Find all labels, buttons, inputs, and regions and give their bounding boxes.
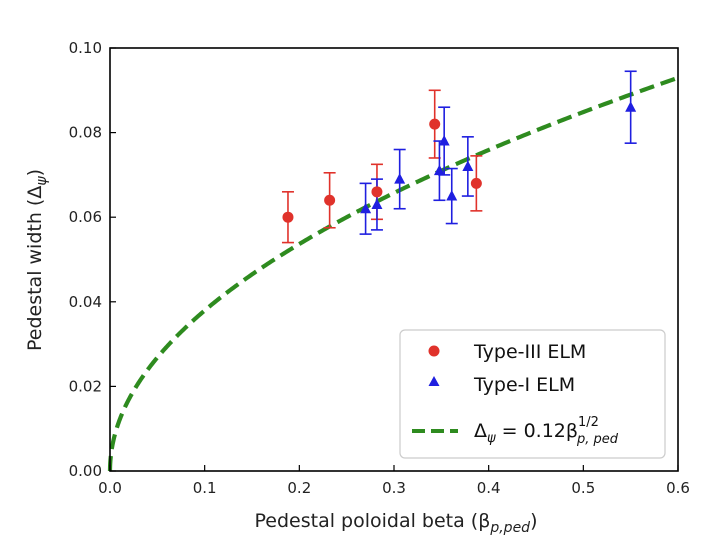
y-axis-label: Pedestal width (Δψ) bbox=[24, 169, 50, 351]
data-point-type-iii bbox=[371, 186, 383, 198]
data-point-type-i bbox=[433, 164, 445, 176]
y-tick-label: 0.06 bbox=[69, 208, 102, 226]
x-tick-label: 0.2 bbox=[287, 479, 311, 497]
y-tick-label: 0.04 bbox=[69, 293, 102, 311]
data-point-type-i bbox=[625, 101, 637, 112]
legend-label-type-iii: Type-III ELM bbox=[473, 341, 586, 363]
x-tick-label: 0.1 bbox=[193, 479, 217, 497]
x-tick-label: 0.3 bbox=[382, 479, 406, 497]
data-point-type-i bbox=[394, 173, 406, 184]
legend-box bbox=[399, 329, 666, 459]
legend: Type-III ELM Type-I ELM Δψ = 0.12β1/2 p, … bbox=[399, 329, 666, 459]
x-tick-label: 0.4 bbox=[477, 479, 501, 497]
x-tick-label: 0.6 bbox=[666, 479, 690, 497]
x-tick-label: 0.0 bbox=[98, 479, 122, 497]
y-tick-label: 0.02 bbox=[69, 377, 102, 395]
marker-layer bbox=[282, 101, 637, 223]
fit-curve-layer bbox=[107, 75, 679, 472]
data-point-type-i bbox=[462, 160, 474, 171]
fit-curve bbox=[107, 75, 679, 472]
legend-marker-type-iii bbox=[428, 345, 440, 357]
errorbar-layer bbox=[281, 70, 637, 244]
tick-layer: 0.0 0.1 0.2 0.3 0.4 0.5 0.6 0.00 0.02 0.04 0.06 0.0… bbox=[69, 39, 690, 497]
data-point-type-i bbox=[446, 190, 458, 201]
x-tick-label: 0.5 bbox=[571, 479, 595, 497]
data-point-type-iii bbox=[324, 194, 336, 206]
data-point-type-i bbox=[360, 202, 372, 214]
data-point-type-iii bbox=[470, 177, 482, 189]
data-point-type-i bbox=[438, 135, 450, 146]
legend-label-fit: Δψ = 0.12β1/2 p, ped bbox=[474, 415, 619, 447]
y-tick-label: 0.08 bbox=[69, 124, 102, 142]
legend-marker-type-i bbox=[428, 376, 440, 386]
data-point-type-i bbox=[371, 198, 383, 210]
y-tick-label: 0.10 bbox=[69, 39, 102, 57]
legend-label-type-i: Type-I ELM bbox=[473, 374, 575, 396]
x-axis-label: Pedestal poloidal beta (βp,ped) bbox=[255, 510, 538, 536]
data-point-type-iii bbox=[429, 118, 441, 130]
data-point-type-iii bbox=[282, 211, 294, 223]
y-tick-label: 0.00 bbox=[69, 462, 102, 480]
